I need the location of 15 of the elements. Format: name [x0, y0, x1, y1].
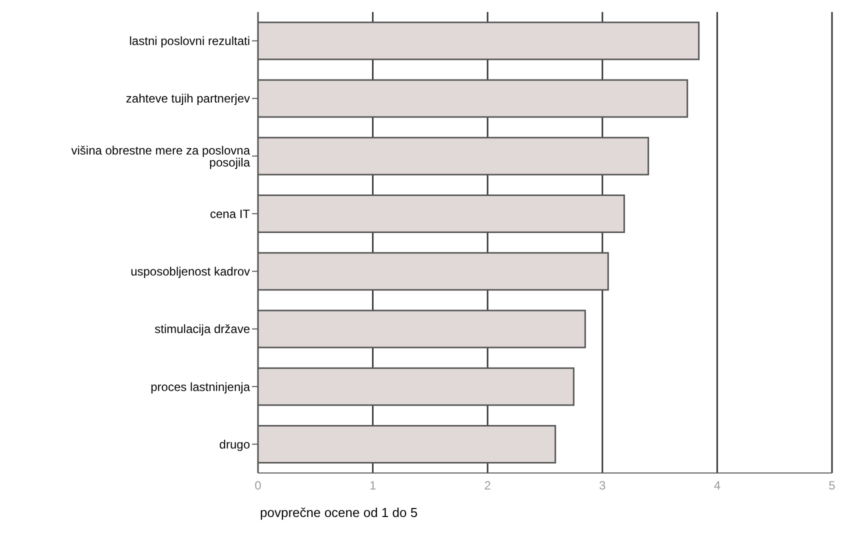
y-tick-label: višina obrestne mere za poslovna posojila — [71, 143, 250, 170]
y-tick-label: stimulacija države — [154, 322, 250, 336]
x-tick-label: 1 — [369, 478, 376, 493]
x-tick-label: 0 — [254, 478, 262, 493]
x-tick-label: 2 — [484, 478, 492, 493]
x-tick-label: 5 — [828, 478, 836, 493]
y-tick-label: drugo — [219, 437, 250, 452]
x-axis-title: povprečne ocene od 1 do 5 — [260, 505, 418, 520]
y-tick-label: cena IT — [210, 206, 251, 221]
y-tick-label: usposobljenost kadrov — [130, 264, 250, 279]
x-tick-label: 3 — [599, 478, 606, 493]
y-tick-label: proces lastninjenja — [150, 380, 250, 394]
y-tick-label: zahteve tujih partnerjev — [126, 92, 250, 106]
y-tick-label: lastni poslovni rezultati — [129, 34, 250, 48]
x-tick-label: 4 — [714, 478, 721, 493]
